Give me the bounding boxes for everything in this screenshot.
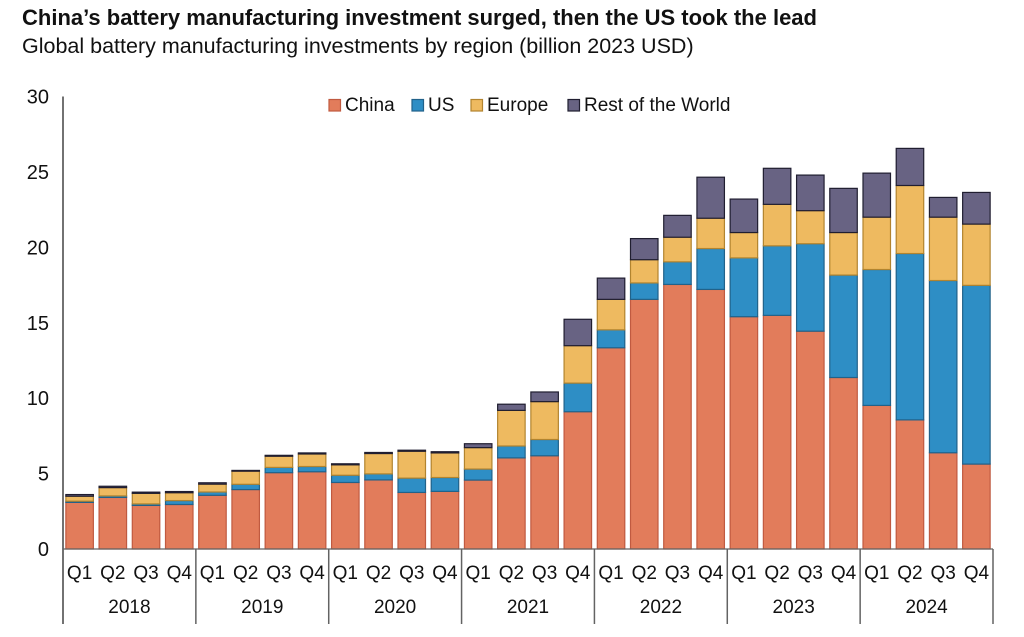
svg-text:US: US (428, 95, 454, 116)
svg-text:Q3: Q3 (399, 563, 424, 584)
svg-text:Q1: Q1 (864, 563, 889, 584)
svg-text:Q1: Q1 (731, 563, 756, 584)
svg-text:Rest of the World: Rest of the World (584, 95, 730, 116)
svg-text:Q1: Q1 (598, 563, 623, 584)
svg-text:Q4: Q4 (432, 563, 458, 584)
svg-text:China’s battery manufacturing: China’s battery manufacturing investment… (22, 5, 817, 30)
svg-text:Q4: Q4 (698, 563, 724, 584)
svg-text:Q2: Q2 (100, 563, 125, 584)
svg-text:10: 10 (27, 388, 49, 410)
svg-text:2022: 2022 (640, 597, 682, 618)
svg-text:Q2: Q2 (366, 563, 391, 584)
svg-text:Q3: Q3 (798, 563, 823, 584)
svg-text:Europe: Europe (487, 95, 548, 116)
svg-text:Q2: Q2 (632, 563, 657, 584)
svg-text:Q4: Q4 (299, 563, 325, 584)
svg-text:15: 15 (27, 313, 49, 335)
svg-text:0: 0 (38, 539, 49, 561)
svg-text:Q4: Q4 (964, 563, 990, 584)
svg-text:25: 25 (27, 162, 49, 184)
svg-text:Q1: Q1 (200, 563, 225, 584)
svg-text:Q2: Q2 (233, 563, 258, 584)
svg-text:Q2: Q2 (897, 563, 922, 584)
svg-text:2021: 2021 (507, 597, 549, 618)
svg-text:Q1: Q1 (466, 563, 491, 584)
svg-text:Q1: Q1 (333, 563, 358, 584)
svg-text:2020: 2020 (374, 597, 416, 618)
svg-text:5: 5 (38, 464, 49, 486)
svg-text:Q3: Q3 (133, 563, 158, 584)
svg-text:Q2: Q2 (499, 563, 524, 584)
svg-text:Q3: Q3 (665, 563, 690, 584)
svg-text:China: China (345, 95, 395, 116)
svg-text:Q1: Q1 (67, 563, 92, 584)
svg-text:20: 20 (27, 237, 49, 259)
svg-text:2018: 2018 (108, 597, 150, 618)
svg-text:Q3: Q3 (931, 563, 956, 584)
svg-text:Q4: Q4 (565, 563, 591, 584)
svg-text:30: 30 (27, 87, 49, 109)
svg-text:Q3: Q3 (266, 563, 291, 584)
svg-text:2019: 2019 (241, 597, 283, 618)
svg-text:2024: 2024 (905, 597, 948, 618)
svg-text:Q3: Q3 (532, 563, 557, 584)
svg-text:2023: 2023 (773, 597, 815, 618)
svg-text:Q2: Q2 (764, 563, 789, 584)
svg-text:Q4: Q4 (831, 563, 857, 584)
svg-text:Q4: Q4 (167, 563, 193, 584)
svg-text:Global battery manufacturing i: Global battery manufacturing investments… (22, 34, 694, 58)
